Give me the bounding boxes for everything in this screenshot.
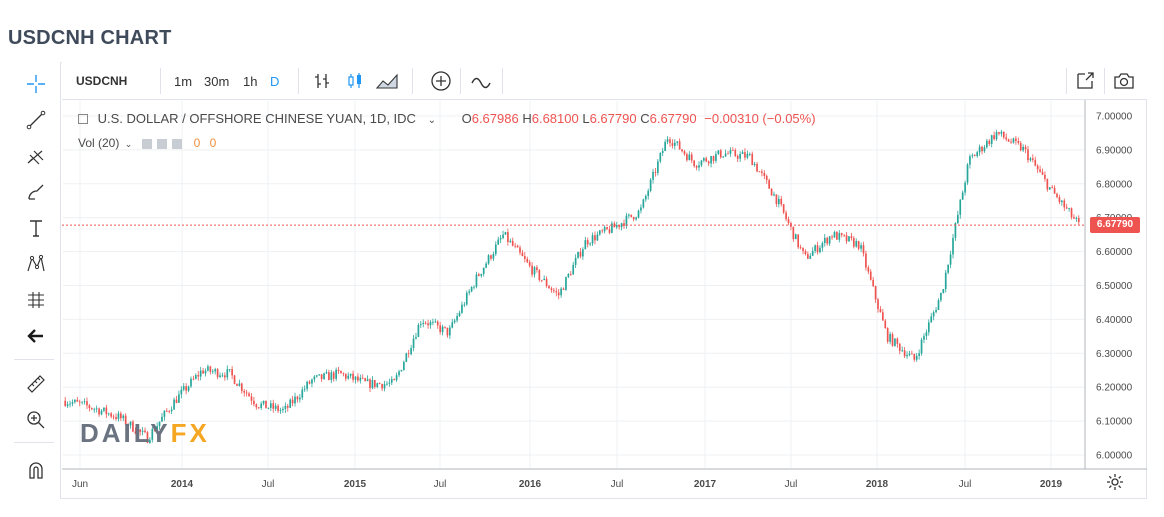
interval-30m[interactable]: 30m xyxy=(204,73,230,89)
crosshair-icon[interactable] xyxy=(22,70,50,98)
collapse-icon[interactable] xyxy=(78,113,88,124)
bar-style-icon[interactable] xyxy=(312,62,332,100)
visibility-icon[interactable] xyxy=(141,138,152,149)
current-price-tag: 6.67790 xyxy=(1090,217,1140,234)
toolbar-separator xyxy=(502,68,503,94)
pitchfork-icon[interactable] xyxy=(22,142,50,170)
zoom-icon[interactable] xyxy=(22,406,50,434)
close-value: 6.67790 xyxy=(649,111,697,126)
brush-icon[interactable] xyxy=(22,178,50,206)
change-value: −0.00310 (−0.05%) xyxy=(704,111,816,126)
open-value: 6.67986 xyxy=(471,111,519,126)
area-style-icon[interactable] xyxy=(375,62,401,100)
high-label: H xyxy=(522,111,532,126)
top-toolbar: USDCNH 1m 30m 1h D xyxy=(62,62,1147,100)
toolbar-separator xyxy=(460,68,461,94)
fullscreen-icon[interactable] xyxy=(1074,62,1096,100)
ruler-icon[interactable] xyxy=(22,370,50,398)
back-arrow-icon[interactable] xyxy=(22,322,50,350)
chart-frame xyxy=(8,62,1147,499)
volume-ma-value: 0 xyxy=(209,136,217,150)
toolbar-separator xyxy=(412,68,413,94)
add-icon[interactable] xyxy=(430,62,452,100)
camera-icon[interactable] xyxy=(1112,62,1136,100)
dailyfx-logo: DAILYFX xyxy=(80,418,210,449)
settings-icon[interactable] xyxy=(1106,473,1124,496)
interval-1h[interactable]: 1h xyxy=(243,73,258,89)
interval-1m[interactable]: 1m xyxy=(174,73,193,89)
close-label: C xyxy=(640,111,650,126)
chevron-down-icon[interactable]: ⌄ xyxy=(427,115,436,126)
compare-icon[interactable] xyxy=(470,62,492,100)
chart-legend: U.S. DOLLAR / OFFSHORE CHINESE YUAN, 1D,… xyxy=(78,111,816,126)
page-title: USDCNH CHART xyxy=(8,27,172,49)
settings-small-icon[interactable] xyxy=(156,138,167,149)
remove-icon[interactable] xyxy=(172,138,183,149)
drawing-toolbar xyxy=(8,62,61,499)
chevron-down-icon[interactable]: ⌄ xyxy=(124,139,133,149)
candle-style-icon[interactable] xyxy=(345,62,365,100)
volume-label[interactable]: Vol (20) xyxy=(78,136,120,150)
toolbar-separator xyxy=(160,68,161,94)
measure-icon[interactable] xyxy=(22,286,50,314)
toolbar-separator xyxy=(1066,68,1067,94)
trend-line-icon[interactable] xyxy=(22,106,50,134)
open-label: O xyxy=(461,111,472,126)
toolbar-divider xyxy=(14,442,54,443)
low-value: 6.67790 xyxy=(589,111,637,126)
logo-part1: DAILY xyxy=(80,418,171,448)
logo-part2: FX xyxy=(170,418,210,448)
volume-value: 0 xyxy=(193,136,201,150)
text-icon[interactable] xyxy=(22,214,50,242)
low-label: L xyxy=(582,111,590,126)
pattern-icon[interactable] xyxy=(22,250,50,278)
high-value: 6.68100 xyxy=(531,111,579,126)
toolbar-separator xyxy=(1104,68,1105,94)
volume-legend: Vol (20) ⌄ 0 0 xyxy=(78,136,216,150)
toolbar-separator xyxy=(298,68,299,94)
symbol-search[interactable]: USDCNH xyxy=(76,74,128,88)
magnet-icon[interactable] xyxy=(22,456,50,484)
toolbar-divider xyxy=(14,359,54,360)
interval-daily[interactable]: D xyxy=(270,73,280,89)
symbol-name[interactable]: U.S. DOLLAR / OFFSHORE CHINESE YUAN, 1D,… xyxy=(97,111,416,126)
